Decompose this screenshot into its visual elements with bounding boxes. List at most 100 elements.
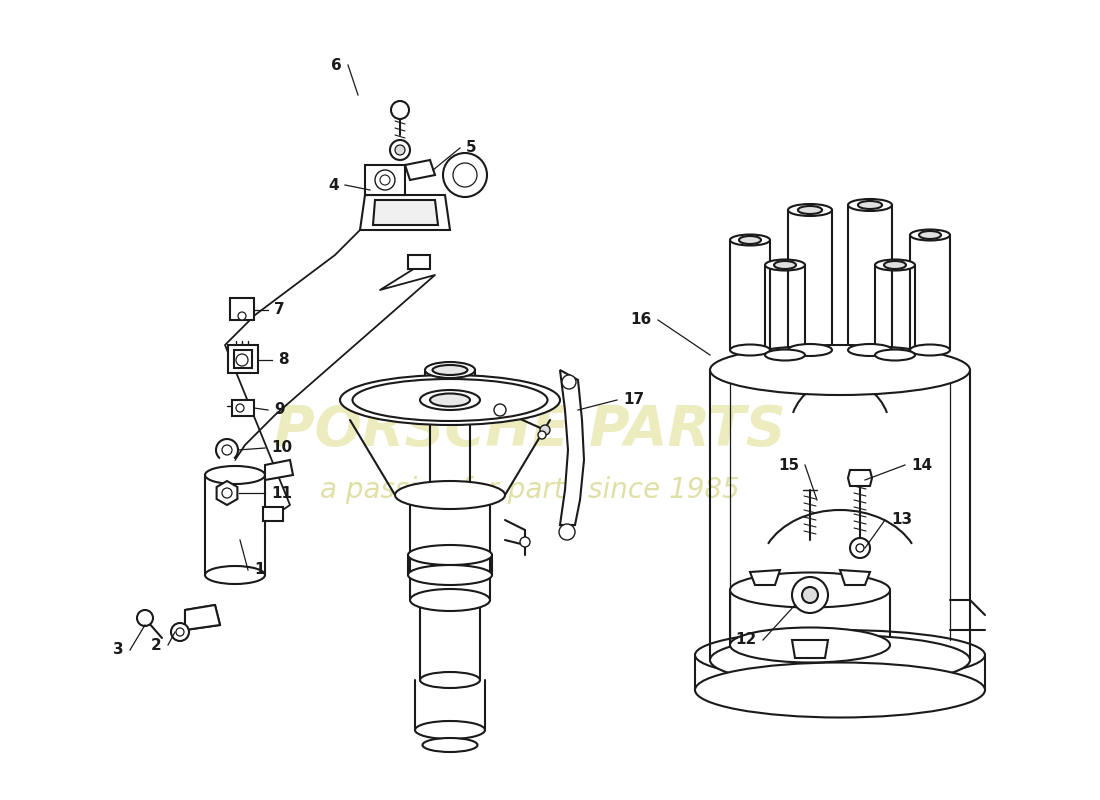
Ellipse shape [420,672,480,688]
Ellipse shape [730,627,890,662]
Circle shape [236,354,248,366]
Circle shape [559,524,575,540]
Ellipse shape [695,662,984,718]
Ellipse shape [710,345,970,395]
Ellipse shape [788,344,832,356]
Ellipse shape [415,721,485,739]
Text: 17: 17 [623,393,645,407]
Bar [234,350,252,368]
Ellipse shape [798,206,822,214]
Text: 11: 11 [271,486,292,501]
Polygon shape [360,195,450,230]
Ellipse shape [848,344,892,356]
Circle shape [395,145,405,155]
Text: 1: 1 [254,562,264,578]
Polygon shape [185,605,220,630]
Ellipse shape [774,261,796,269]
Polygon shape [265,460,293,480]
Ellipse shape [420,390,480,410]
Ellipse shape [695,630,984,680]
Circle shape [443,153,487,197]
Text: 13: 13 [891,513,912,527]
Ellipse shape [910,230,950,241]
Ellipse shape [710,635,970,685]
Ellipse shape [848,199,892,211]
Polygon shape [373,200,438,225]
Ellipse shape [884,261,906,269]
Text: 7: 7 [274,302,285,318]
Circle shape [176,628,184,636]
Polygon shape [840,570,870,585]
Circle shape [453,163,477,187]
Ellipse shape [205,466,265,484]
Ellipse shape [205,566,265,584]
Circle shape [216,439,238,461]
Circle shape [379,175,390,185]
Circle shape [138,610,153,626]
Circle shape [562,375,576,389]
Polygon shape [365,165,405,195]
Text: 16: 16 [630,313,652,327]
Ellipse shape [422,738,477,752]
Ellipse shape [739,236,761,244]
Ellipse shape [730,234,770,246]
Ellipse shape [430,394,470,406]
Ellipse shape [425,362,475,378]
Text: a passion for parts since 1985: a passion for parts since 1985 [320,476,740,504]
Circle shape [236,404,244,412]
Ellipse shape [730,345,770,355]
Circle shape [540,425,550,435]
Ellipse shape [408,565,492,585]
Ellipse shape [410,589,490,611]
Polygon shape [405,160,435,180]
Polygon shape [560,370,584,525]
Ellipse shape [432,365,468,375]
Polygon shape [217,481,238,505]
Circle shape [222,445,232,455]
Ellipse shape [788,204,832,216]
Ellipse shape [395,481,505,509]
Bar [230,298,254,320]
Text: 14: 14 [911,458,932,473]
Ellipse shape [340,375,560,425]
Text: 12: 12 [736,633,757,647]
Text: 9: 9 [274,402,285,418]
Circle shape [856,544,864,552]
Circle shape [520,537,530,547]
Circle shape [850,538,870,558]
Circle shape [375,170,395,190]
Ellipse shape [858,201,882,209]
Text: 8: 8 [278,353,288,367]
Circle shape [538,431,546,439]
Ellipse shape [352,379,548,421]
Ellipse shape [730,573,890,607]
Bar [232,400,254,416]
Circle shape [494,404,506,416]
Text: 15: 15 [778,458,799,473]
Bar [408,255,430,269]
Circle shape [222,488,232,498]
Text: 6: 6 [331,58,342,73]
Bar [263,507,283,521]
Circle shape [238,312,246,320]
Text: 2: 2 [152,638,162,653]
Text: PORSCHE PARTS: PORSCHE PARTS [274,403,785,457]
Ellipse shape [874,350,915,361]
Circle shape [390,101,409,119]
Circle shape [792,577,828,613]
Circle shape [802,587,818,603]
Polygon shape [848,470,872,486]
Polygon shape [792,640,828,658]
Text: 3: 3 [113,642,124,658]
Ellipse shape [408,545,492,565]
Ellipse shape [764,259,805,270]
Circle shape [170,623,189,641]
Ellipse shape [918,231,940,239]
Ellipse shape [764,350,805,361]
Text: 5: 5 [466,141,476,155]
Bar [205,475,265,575]
Ellipse shape [874,259,915,270]
Circle shape [390,140,410,160]
Bar [228,345,258,373]
Polygon shape [750,570,780,585]
